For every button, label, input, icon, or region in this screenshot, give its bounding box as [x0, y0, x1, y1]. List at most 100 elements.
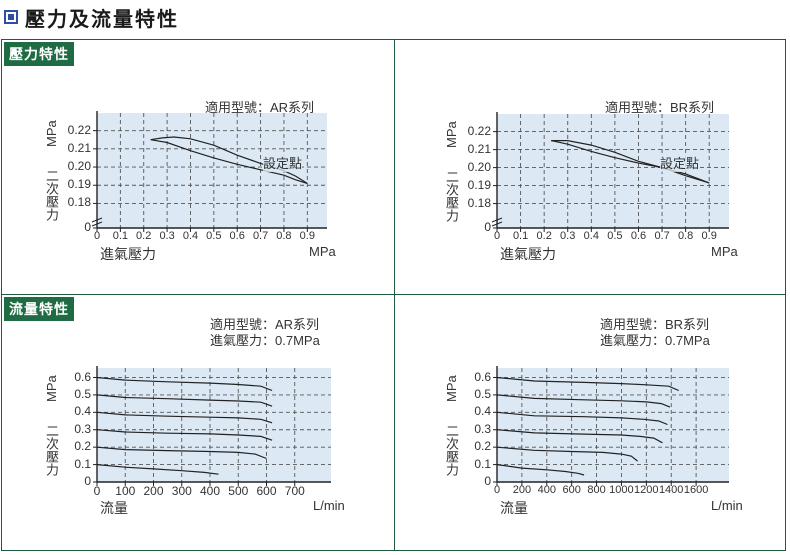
section-label-pressure: 壓力特性 [4, 42, 74, 66]
x-tick-label: 0 [493, 230, 501, 242]
y-tick-label: 0 [84, 220, 91, 234]
y-tick-label: 0.18 [67, 195, 91, 210]
plot-area [97, 368, 331, 482]
x-tick-label: 0.9 [299, 230, 315, 242]
axis-break-icon [91, 217, 103, 227]
y-tick-label: 0.19 [67, 177, 91, 192]
x-tick-label: 500 [228, 484, 249, 498]
y-tick-label: 0.22 [67, 122, 91, 137]
y-tick-label: 0.20 [67, 159, 91, 173]
x-tick-label: 0.7 [252, 230, 269, 242]
series-line [96, 394, 273, 407]
chart-info-line: 適用型號：AR系列 [210, 317, 320, 332]
y-tick-label: 0.6 [74, 369, 91, 384]
y-tick-label: 0.3 [474, 421, 491, 436]
x-axis-label: 流量 [500, 500, 528, 516]
x-tick-label: 0.4 [182, 230, 199, 242]
y-tick-label: 0.4 [474, 404, 491, 419]
y-axis-unit: MPa [444, 375, 459, 402]
y-tick-label: 0.1 [74, 456, 91, 471]
series-line [96, 464, 219, 475]
chart-info-line: 進氣壓力：0.7MPa [600, 333, 710, 348]
y-tick-label: 0.5 [74, 386, 91, 401]
y-tick-label: 0.4 [74, 404, 91, 419]
series-line [496, 411, 668, 426]
square-bullet-icon [4, 10, 18, 24]
y-tick-label: 0.20 [467, 159, 491, 174]
y-tick-label: 0.21 [67, 140, 91, 155]
x-axis-unit: L/min [313, 498, 345, 513]
axis-break-icon [491, 217, 503, 227]
chart-info-line: 進氣壓力：0.7MPa [210, 333, 320, 348]
x-tick-label: 400 [199, 484, 221, 498]
series-line [150, 136, 308, 184]
x-tick-label: 0.2 [536, 230, 552, 242]
x-tick-label: 0 [493, 484, 501, 496]
series-line [96, 429, 273, 441]
y-tick-label: 0.5 [474, 386, 491, 401]
page-title: 壓力及流量特性 [25, 8, 179, 31]
column-divider [394, 40, 395, 550]
x-tick-label: 0.9 [701, 230, 717, 242]
chart-info-line: 適用型號：BR系列 [600, 317, 710, 332]
x-axis-unit: MPa [309, 244, 336, 259]
y-tick-label: 0 [484, 474, 491, 488]
y-tick-label: 0.2 [474, 439, 491, 454]
y-tick-label: 0 [84, 474, 91, 488]
x-tick-label: 1600 [683, 484, 709, 496]
x-tick-label: 0.6 [630, 230, 647, 242]
x-tick-label: 100 [115, 484, 136, 498]
y-tick-label: 0.1 [474, 456, 491, 471]
x-tick-label: 0.3 [560, 230, 576, 242]
section-label-flow: 流量特性 [4, 297, 74, 321]
x-tick-label: 0.3 [159, 230, 175, 242]
x-axis-unit: L/min [711, 498, 743, 513]
set-point-annotation: 設定點 [660, 153, 700, 172]
x-tick-label: 700 [284, 484, 305, 498]
series-line [96, 411, 273, 424]
plot-area [497, 368, 729, 482]
chart-info-line: 適用型號：AR系列 [205, 100, 315, 115]
y-tick-label: 0.2 [74, 439, 91, 454]
series-line [96, 446, 267, 460]
x-tick-label: 0.1 [512, 230, 529, 242]
x-tick-label: 0.1 [112, 230, 129, 242]
series-line [496, 429, 663, 444]
x-tick-label: 600 [562, 484, 581, 496]
series-line [551, 140, 710, 184]
x-tick-label: 0.8 [677, 230, 694, 242]
x-tick-label: 800 [587, 484, 606, 496]
series-line [551, 140, 710, 184]
x-axis-label: 流量 [100, 500, 128, 516]
x-tick-label: 1200 [634, 484, 659, 496]
row-divider [2, 294, 785, 295]
chart-grid: 壓力特性 流量特性 [1, 39, 786, 551]
y-tick-label: 0.21 [467, 141, 491, 156]
y-axis-label: 二次壓力 [444, 170, 459, 222]
x-tick-label: 600 [256, 484, 277, 498]
y-tick-label: 0.3 [74, 421, 91, 436]
x-tick-label: 1400 [658, 484, 684, 496]
y-tick-label: 0.6 [474, 369, 491, 384]
series-line [496, 376, 679, 392]
x-tick-label: 0 [93, 484, 101, 498]
series-line [150, 139, 308, 184]
set-point-annotation: 設定點 [263, 153, 303, 172]
x-tick-label: 200 [143, 484, 164, 498]
x-tick-label: 0.2 [136, 230, 152, 242]
page-header: 壓力及流量特性 [4, 2, 179, 32]
x-tick-label: 0 [93, 230, 101, 242]
x-tick-label: 0.5 [206, 230, 222, 242]
x-axis-label: 進氣壓力 [500, 246, 556, 262]
y-tick-label: 0.18 [467, 195, 491, 210]
y-axis-label: 二次壓力 [44, 169, 59, 221]
x-tick-label: 300 [171, 484, 192, 498]
y-axis-label: 二次壓力 [44, 424, 59, 476]
x-axis-label: 進氣壓力 [100, 246, 156, 262]
x-tick-label: 0.7 [654, 230, 670, 242]
series-line [496, 446, 638, 462]
y-axis-label: 二次壓力 [444, 424, 459, 476]
